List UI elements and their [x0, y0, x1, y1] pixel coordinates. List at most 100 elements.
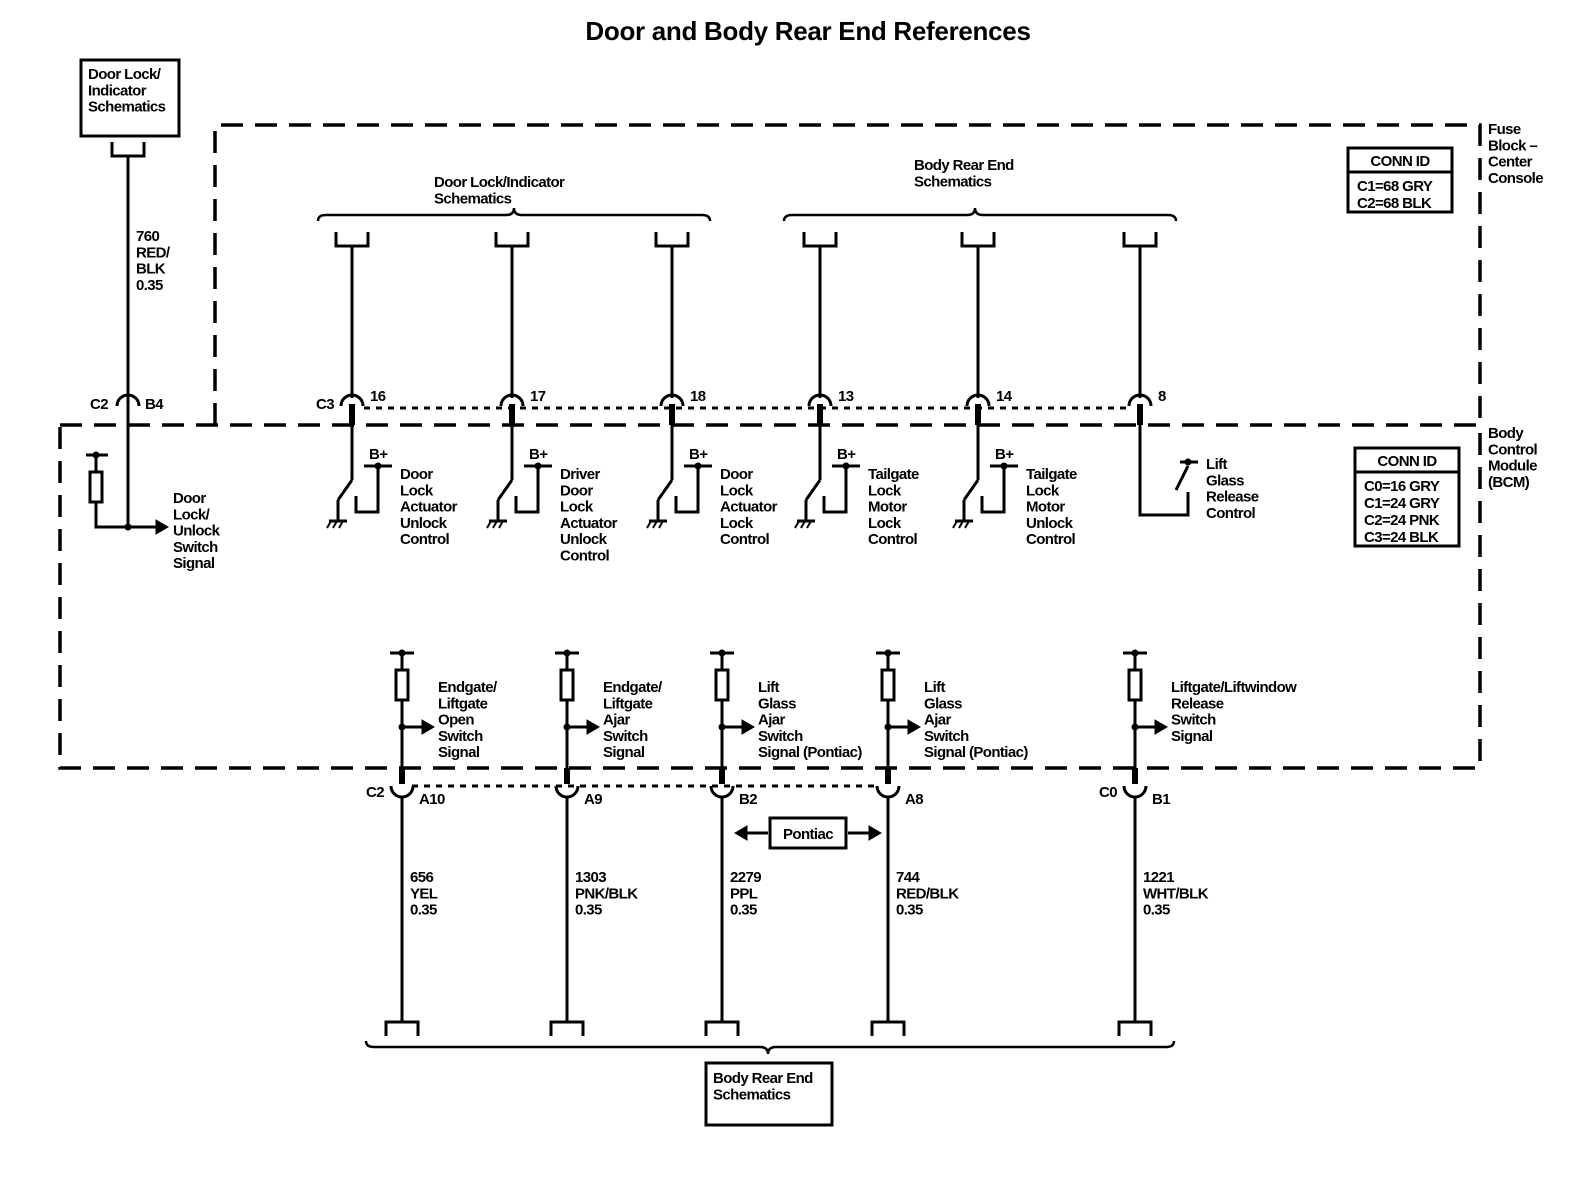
resistor-icon [88, 470, 104, 504]
wire-label: 1221 [1143, 869, 1174, 886]
bcm-label: Module [1488, 458, 1537, 475]
switch-contact [822, 466, 848, 514]
connector-icon [384, 1020, 420, 1036]
pontiac-note-box [768, 816, 848, 850]
splice-dot [1184, 458, 1192, 466]
signal-label: Ajar [924, 712, 952, 729]
wire-label: 760 [136, 228, 159, 245]
bplus-label: B+ [837, 446, 856, 463]
wire-label: 1303 [575, 869, 606, 886]
pin-label: B2 [739, 791, 757, 808]
signal-label: Switch [924, 728, 969, 745]
wire-label: RED/ [136, 244, 171, 261]
pin-label: A8 [905, 791, 923, 808]
bcm-conn-id-box [1353, 446, 1461, 548]
body-rear-end-ref-box [704, 1061, 834, 1127]
switch-icon [962, 479, 980, 501]
wire-label: PNK/BLK [575, 885, 638, 902]
connector-icon [494, 232, 530, 248]
circuit-label: Unlock [560, 531, 608, 548]
switch-contact [674, 466, 700, 514]
bcm-label: (BCM) [1488, 474, 1530, 491]
connector-icon [960, 232, 996, 248]
wire-label: WHT/BLK [1143, 885, 1209, 902]
inline-connector-icon [1127, 393, 1153, 407]
circuit-label: Control [400, 531, 450, 548]
signal-arrow-head [421, 719, 435, 735]
circuit-label: Lock [560, 499, 594, 516]
diagram-title: Door and Body Rear End References [585, 16, 1030, 46]
pin-label: A10 [419, 791, 445, 808]
switch-icon [336, 479, 354, 501]
wire-label: PPL [730, 885, 758, 902]
bplus-label: B+ [369, 446, 388, 463]
connector-label: C3 [316, 396, 334, 413]
pin-label: 14 [996, 388, 1013, 405]
circuit-label: Lock [720, 515, 754, 532]
inline-connector-icon [709, 785, 735, 799]
wire-label: RED/BLK [896, 885, 959, 902]
signal-label: Signal [603, 744, 645, 761]
ref-box-text: Body Rear End [713, 1070, 813, 1087]
switch-icon [804, 479, 822, 501]
resistor-icon [559, 668, 575, 702]
circuit-label: Door [560, 482, 593, 499]
circuit-label: Actuator [720, 499, 778, 516]
ground-icon [332, 520, 338, 529]
ground-icon [326, 520, 332, 529]
bracket-icon [316, 207, 712, 222]
input-label: Door [173, 490, 206, 507]
connector-icon [704, 1020, 740, 1036]
signal-label: Ajar [758, 712, 786, 729]
signal-label: Endgate/ [438, 679, 498, 696]
resistor-icon [880, 668, 896, 702]
fuse-block-label: Center [1488, 154, 1533, 171]
circuit-label: Actuator [560, 515, 618, 532]
circuit-label: Lock [868, 482, 902, 499]
ground-icon [646, 520, 652, 529]
ground-icon [338, 520, 344, 529]
ref-box-text: Schematics [88, 99, 166, 116]
signal-label: Glass [924, 695, 962, 712]
signal-label: Signal (Pontiac) [924, 744, 1028, 761]
signal-label: Liftgate/Liftwindow [1171, 679, 1297, 696]
circuit-label: Motor [868, 499, 907, 516]
circuit-label: Motor [1026, 499, 1065, 516]
group-label: Schematics [914, 173, 992, 190]
inline-connector-icon [339, 393, 365, 407]
pin-label: B1 [1152, 791, 1170, 808]
group-label: Body Rear End [914, 157, 1014, 174]
signal-label: Release [1171, 695, 1224, 712]
signal-arrow-head [741, 719, 755, 735]
wire-label: YEL [410, 885, 438, 902]
connector-icon [802, 232, 838, 248]
switch-icon [496, 479, 514, 501]
switch-icon [656, 479, 674, 501]
circuit-label: Driver [560, 466, 601, 483]
pontiac-arrow-head [868, 825, 882, 841]
inline-connector-icon [875, 785, 901, 799]
inline-connector-icon [807, 393, 833, 407]
ground-icon [964, 520, 970, 529]
bcm-conn-id-box-row: C2=24 PNK [1364, 512, 1440, 529]
group-label: Schematics [434, 190, 512, 207]
bcm-conn-id-box-row: C1=24 GRY [1364, 495, 1440, 512]
circuit-label: Control [720, 531, 770, 548]
wire [1138, 425, 1190, 517]
wire-label: 0.35 [575, 902, 602, 919]
bracket-icon [364, 1040, 1176, 1055]
circuit-label: Tailgate [868, 466, 919, 483]
signal-label: Switch [438, 728, 483, 745]
bracket-icon [782, 207, 1178, 222]
input-label: Unlock [173, 523, 221, 540]
pin-label: 16 [370, 388, 386, 405]
switch-contact [354, 466, 380, 514]
fuse-block-boundary [213, 123, 1482, 425]
signal-label: Signal [438, 744, 480, 761]
ground-icon [806, 520, 812, 529]
inline-connector-icon [115, 393, 141, 407]
inline-connector-icon [389, 785, 415, 799]
pin-label: A9 [584, 791, 602, 808]
signal-arrow-head [1154, 719, 1168, 735]
